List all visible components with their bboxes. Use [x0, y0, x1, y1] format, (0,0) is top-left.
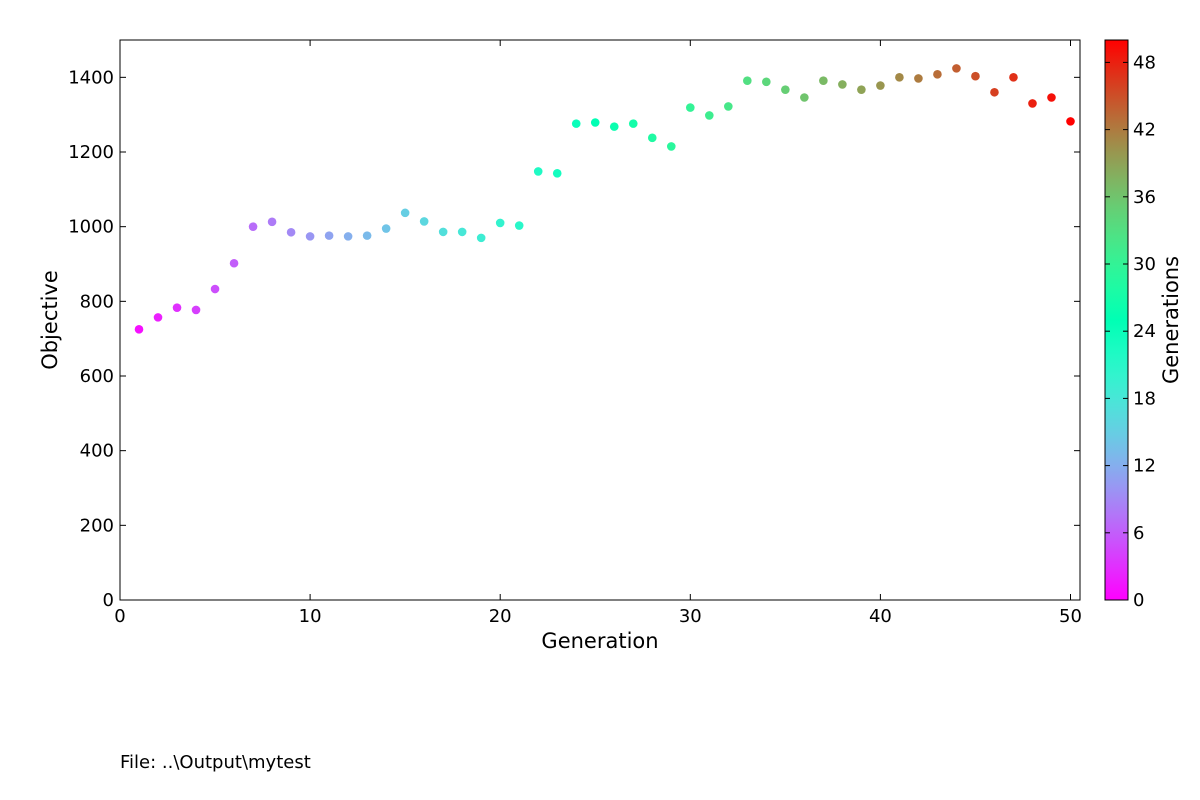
data-point — [552, 168, 562, 178]
data-point — [419, 217, 429, 226]
data-point — [838, 80, 847, 89]
data-point — [781, 85, 790, 94]
y-tick-label: 1000 — [68, 217, 114, 238]
data-point — [134, 325, 144, 334]
data-point — [914, 74, 923, 83]
data-point — [1028, 99, 1037, 108]
data-point — [286, 227, 296, 237]
data-point — [895, 73, 904, 82]
y-axis-label: Objective — [38, 270, 62, 370]
data-point — [628, 119, 638, 128]
colorbar-label: Generations — [1159, 256, 1183, 384]
data-point — [933, 70, 942, 79]
data-point — [590, 118, 600, 127]
data-point — [248, 222, 258, 231]
data-point — [191, 305, 201, 315]
data-point — [438, 227, 448, 237]
data-point — [743, 76, 752, 85]
plot-frame — [119, 39, 1081, 601]
colorbar: 0 6 12 18 24 30 36 42 48 — [1104, 39, 1156, 611]
data-point — [1047, 93, 1056, 102]
data-point — [229, 258, 239, 268]
data-point — [685, 103, 695, 112]
y-tick-label: 1400 — [68, 67, 114, 88]
colorbar-tick-label: 36 — [1133, 187, 1156, 208]
colorbar-tick-label: 48 — [1133, 52, 1156, 73]
colorbar-gradient — [1104, 39, 1129, 601]
data-point — [876, 81, 885, 90]
y-tick-label: 200 — [80, 515, 114, 536]
x-tick-label: 0 — [114, 606, 125, 627]
y-tick-label: 800 — [80, 291, 114, 312]
data-point — [495, 218, 505, 228]
data-point — [533, 167, 543, 176]
colorbar-tick-label: 18 — [1133, 388, 1156, 409]
x-tick-label: 20 — [489, 606, 512, 627]
x-tick-label: 50 — [1059, 606, 1082, 627]
colorbar-tick-label: 6 — [1133, 523, 1144, 544]
data-point — [210, 284, 220, 294]
data-points — [134, 64, 1075, 334]
data-point — [457, 227, 467, 237]
data-point — [705, 111, 714, 120]
data-point — [153, 313, 163, 322]
x-tick-label: 40 — [869, 606, 892, 627]
data-point — [857, 85, 866, 94]
colorbar-tick-label: 24 — [1133, 321, 1156, 342]
data-point — [571, 119, 581, 128]
data-point — [952, 64, 961, 73]
data-point — [819, 76, 828, 85]
colorbar-tick-label: 12 — [1133, 456, 1156, 477]
x-axis-label: Generation — [541, 629, 658, 653]
data-point — [762, 77, 771, 87]
data-point — [343, 232, 353, 241]
data-point — [400, 208, 410, 218]
data-point — [1066, 117, 1075, 126]
y-tick-label: 600 — [80, 366, 114, 387]
colorbar-tick-label: 42 — [1133, 120, 1156, 141]
data-point — [362, 231, 372, 240]
x-tick-label: 10 — [299, 606, 322, 627]
data-point — [990, 87, 999, 97]
data-point — [647, 133, 657, 143]
data-point — [172, 303, 182, 312]
colorbar-tick-label: 30 — [1133, 254, 1156, 275]
y-tick-label: 400 — [80, 441, 114, 462]
data-point — [476, 233, 486, 243]
data-point — [267, 217, 277, 227]
colorbar-tick-label: 0 — [1133, 590, 1144, 611]
data-point — [724, 102, 733, 111]
data-point — [666, 142, 676, 151]
plot-axes: 0 10 20 30 40 50 0 200 400 600 800 1000 1200 1400 — [68, 39, 1082, 627]
data-point — [305, 232, 315, 241]
y-tick-label: 1200 — [68, 142, 114, 163]
data-point — [324, 231, 334, 240]
x-tick-label: 30 — [679, 606, 702, 627]
y-tick-label: 0 — [103, 590, 114, 611]
data-point — [971, 71, 980, 81]
data-point — [1009, 73, 1018, 82]
data-point — [609, 122, 619, 131]
data-point — [381, 224, 391, 233]
file-path-label: File: ..\Output\mytest — [120, 752, 311, 773]
data-point — [514, 221, 524, 230]
data-point — [800, 93, 809, 102]
